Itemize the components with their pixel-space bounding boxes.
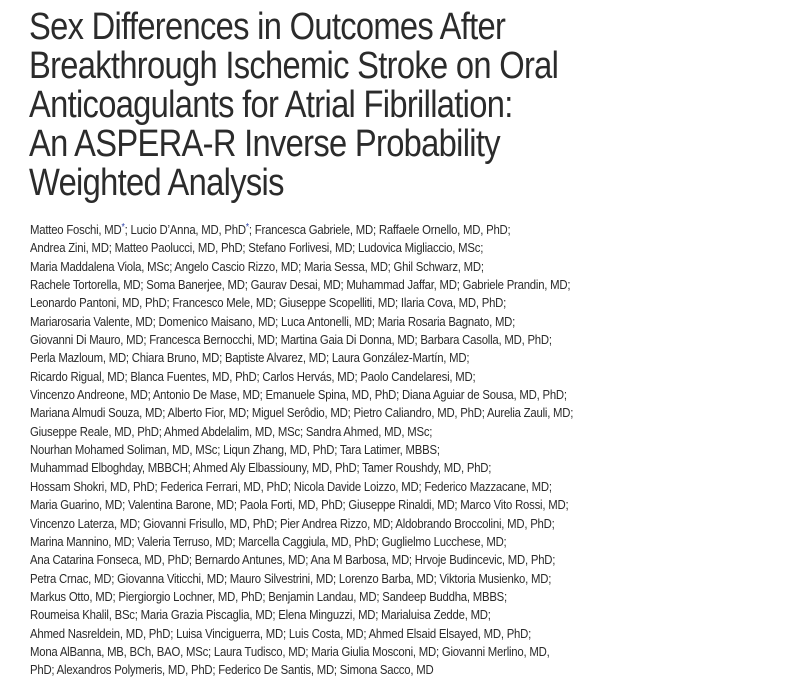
author-names: Giovanni Di Mauro, MD; Francesca Bernocc… bbox=[30, 332, 552, 348]
author-names: Maria Maddalena Viola, MSc; Angelo Casci… bbox=[30, 258, 484, 274]
author-line: Mariana Almudi Souza, MD; Alberto Fior, … bbox=[30, 404, 573, 422]
author-names: PhD; Alexandros Polymeris, MD, PhD; Fede… bbox=[30, 662, 434, 678]
author-names: Giuseppe Reale, MD, PhD; Ahmed Abdelalim… bbox=[30, 423, 433, 439]
author-line: Hossam Shokri, MD, PhD; Federica Ferrari… bbox=[30, 478, 573, 496]
author-names: ; Lucio D’Anna, MD, PhD bbox=[124, 222, 246, 237]
author-names: Petra Crnac, MD; Giovanna Viticchi, MD; … bbox=[30, 570, 552, 586]
author-line: Mona AlBanna, MB, BCh, BAO, MSc; Laura T… bbox=[30, 643, 573, 661]
author-line: Andrea Zini, MD; Matteo Paolucci, MD, Ph… bbox=[30, 239, 573, 257]
author-names: Rachele Tortorella, MD; Soma Banerjee, M… bbox=[30, 277, 571, 293]
author-names: Roumeisa Khalil, BSc; Maria Grazia Pisca… bbox=[30, 607, 491, 623]
author-line: Leonardo Pantoni, MD, PhD; Francesco Mel… bbox=[30, 294, 573, 312]
author-line: Perla Mazloum, MD; Chiara Bruno, MD; Bap… bbox=[30, 349, 573, 367]
author-names: Ricardo Rigual, MD; Blanca Fuentes, MD, … bbox=[30, 368, 476, 384]
author-list: Matteo Foschi, MD*; Lucio D’Anna, MD, Ph… bbox=[30, 219, 573, 680]
author-line: Ahmed Nasreldein, MD, PhD; Luisa Vincigu… bbox=[30, 625, 573, 643]
author-line: Giuseppe Reale, MD, PhD; Ahmed Abdelalim… bbox=[30, 423, 573, 441]
author-names: Nourhan Mohamed Soliman, MD, MSc; Liqun … bbox=[30, 442, 440, 458]
author-line: Giovanni Di Mauro, MD; Francesca Bernocc… bbox=[30, 331, 573, 349]
equal-contribution-marker: * bbox=[245, 222, 249, 233]
equal-contribution-marker: * bbox=[121, 222, 125, 233]
author-names: Ana Catarina Fonseca, MD, PhD; Bernardo … bbox=[30, 552, 556, 568]
author-names: ; Francesca Gabriele, MD; Raffaele Ornel… bbox=[248, 222, 511, 237]
author-names: Andrea Zini, MD; Matteo Paolucci, MD, Ph… bbox=[30, 240, 484, 256]
author-line: Petra Crnac, MD; Giovanna Viticchi, MD; … bbox=[30, 570, 573, 588]
title-line: Anticoagulants for Atrial Fibrillation: bbox=[29, 84, 513, 126]
author-names: Leonardo Pantoni, MD, PhD; Francesco Mel… bbox=[30, 295, 507, 311]
author-line: Mariarosaria Valente, MD; Domenico Maisa… bbox=[30, 313, 573, 331]
author-line: Maria Guarino, MD; Valentina Barone, MD;… bbox=[30, 496, 573, 514]
author-names: Mona AlBanna, MB, BCh, BAO, MSc; Laura T… bbox=[30, 643, 550, 659]
author-line: Matteo Foschi, MD*; Lucio D’Anna, MD, Ph… bbox=[30, 219, 573, 239]
author-line: Rachele Tortorella, MD; Soma Banerjee, M… bbox=[30, 276, 573, 294]
author-names: Vincenzo Andreone, MD; Antonio De Mase, … bbox=[30, 387, 567, 403]
author-line: Markus Otto, MD; Piergiorgio Lochner, MD… bbox=[30, 588, 573, 606]
author-names: Matteo Foschi, MD bbox=[30, 222, 122, 237]
author-line: Ricardo Rigual, MD; Blanca Fuentes, MD, … bbox=[30, 368, 573, 386]
author-names: Marina Mannino, MD; Valeria Terruso, MD;… bbox=[30, 533, 507, 549]
author-names: Perla Mazloum, MD; Chiara Bruno, MD; Bap… bbox=[30, 350, 470, 366]
author-line: Vincenzo Laterza, MD; Giovanni Frisullo,… bbox=[30, 515, 573, 533]
author-names: Markus Otto, MD; Piergiorgio Lochner, MD… bbox=[30, 588, 507, 604]
title-line: Weighted Analysis bbox=[29, 162, 284, 204]
author-names: Muhammad Elboghday, MBBCH; Ahmed Aly Elb… bbox=[30, 460, 492, 476]
author-names: Maria Guarino, MD; Valentina Barone, MD;… bbox=[30, 497, 569, 513]
title-line: An ASPERA-R Inverse Probability bbox=[29, 123, 501, 165]
author-line: Marina Mannino, MD; Valeria Terruso, MD;… bbox=[30, 533, 573, 551]
author-line: Roumeisa Khalil, BSc; Maria Grazia Pisca… bbox=[30, 606, 573, 624]
author-names: Ahmed Nasreldein, MD, PhD; Luisa Vincigu… bbox=[30, 625, 532, 641]
author-line: Maria Maddalena Viola, MSc; Angelo Casci… bbox=[30, 258, 573, 276]
title-line: Breakthrough Ischemic Stroke on Oral bbox=[29, 45, 559, 87]
author-names: Hossam Shokri, MD, PhD; Federica Ferrari… bbox=[30, 478, 552, 494]
author-line: Vincenzo Andreone, MD; Antonio De Mase, … bbox=[30, 386, 573, 404]
article-title: Sex Differences in Outcomes After Breakt… bbox=[29, 6, 559, 204]
author-names: Mariana Almudi Souza, MD; Alberto Fior, … bbox=[30, 405, 574, 421]
author-names: Vincenzo Laterza, MD; Giovanni Frisullo,… bbox=[30, 515, 555, 531]
author-line: Nourhan Mohamed Soliman, MD, MSc; Liqun … bbox=[30, 441, 573, 459]
title-line: Sex Differences in Outcomes After bbox=[29, 6, 506, 48]
author-names: Mariarosaria Valente, MD; Domenico Maisa… bbox=[30, 313, 516, 329]
author-line: PhD; Alexandros Polymeris, MD, PhD; Fede… bbox=[30, 661, 573, 679]
author-line: Ana Catarina Fonseca, MD, PhD; Bernardo … bbox=[30, 551, 573, 569]
author-line: Muhammad Elboghday, MBBCH; Ahmed Aly Elb… bbox=[30, 459, 573, 477]
